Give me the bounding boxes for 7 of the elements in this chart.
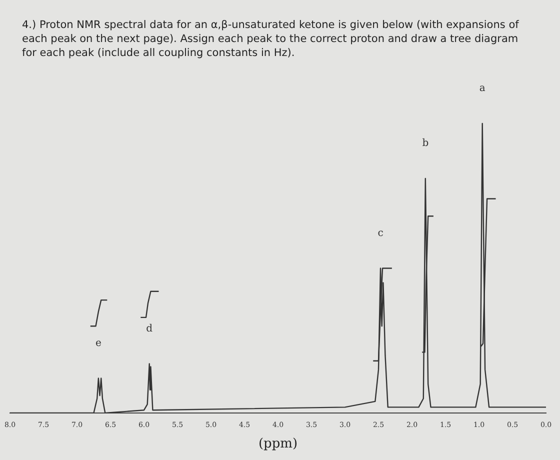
annotation: a	[479, 83, 486, 94]
annotation: c	[378, 228, 384, 239]
annotation: b	[422, 138, 429, 150]
chart-title: 4.) Proton NMR spectral data for an α,β-unsaturated ketone is given below (with expansions of each peak on the next page). Assign each peak to the correct proton and draw a tree diagram for each peak (include all coupling constants in Hz).	[22, 18, 520, 60]
annotation: d	[146, 323, 154, 334]
annotation: e	[95, 338, 102, 349]
x-axis-title: (ppm)	[258, 436, 298, 452]
